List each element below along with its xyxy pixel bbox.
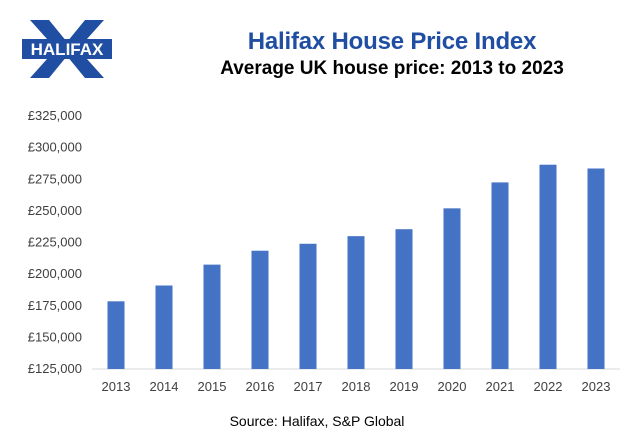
bar-2023 (587, 168, 605, 369)
halifax-logo: HALIFAX (22, 18, 112, 80)
bar-2018 (347, 236, 365, 369)
x-tick-label: 2020 (438, 379, 467, 394)
y-tick-label: £200,000 (28, 266, 82, 281)
x-tick-label: 2023 (582, 379, 611, 394)
logo-text: HALIFAX (31, 40, 104, 59)
x-tick-label: 2013 (102, 379, 131, 394)
x-tick-label: 2019 (390, 379, 419, 394)
x-tick-label: 2014 (150, 379, 179, 394)
x-tick-label: 2021 (486, 379, 515, 394)
x-tick-label: 2022 (534, 379, 563, 394)
bar-2016 (251, 250, 269, 369)
halifax-x-logo-icon: HALIFAX (22, 20, 112, 78)
bar-2013 (107, 301, 125, 369)
x-tick-label: 2016 (246, 379, 275, 394)
chart-title: Halifax House Price Index (247, 28, 537, 55)
bar-2017 (299, 243, 317, 369)
y-tick-label: £250,000 (28, 203, 82, 218)
y-tick-label: £225,000 (28, 235, 82, 250)
x-tick-label: 2017 (294, 379, 323, 394)
bar-2015 (203, 264, 221, 369)
y-tick-label: £125,000 (28, 361, 82, 376)
y-tick-label: £300,000 (28, 140, 82, 155)
bar-2020 (443, 208, 461, 369)
x-tick-label: 2015 (198, 379, 227, 394)
x-tick-label: 2018 (342, 379, 371, 394)
y-tick-label: £150,000 (28, 329, 82, 344)
source-note: Source: Halifax, S&P Global (229, 413, 405, 429)
bar-2021 (491, 182, 509, 369)
bar-2019 (395, 229, 413, 369)
y-tick-label: £325,000 (28, 108, 82, 123)
bar-2022 (539, 164, 557, 369)
bar-2014 (155, 285, 173, 369)
bar-chart: £125,000 £150,000 £175,000 £200,000 £225,000… (28, 108, 620, 394)
y-tick-label: £275,000 (28, 171, 82, 186)
y-tick-label: £175,000 (28, 298, 82, 313)
chart-subtitle: Average UK house price: 2013 to 2023 (220, 58, 564, 79)
